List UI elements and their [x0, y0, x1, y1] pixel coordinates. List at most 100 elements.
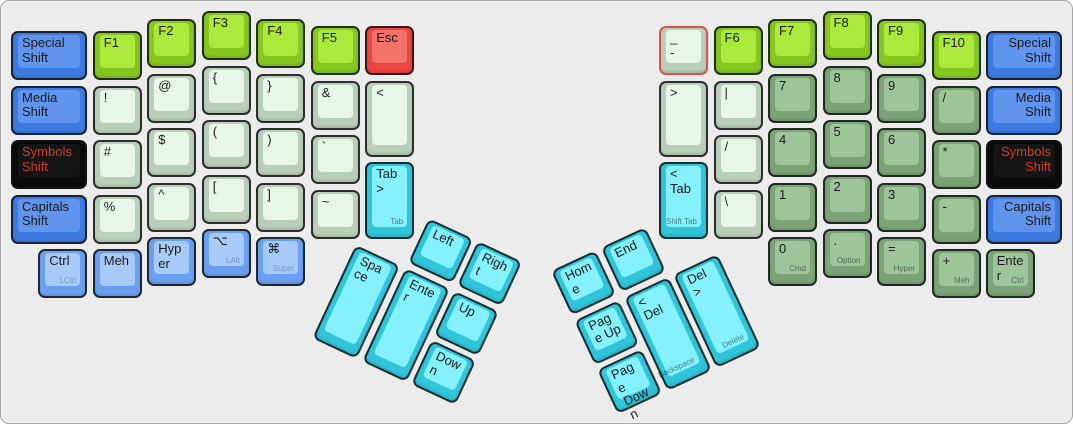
key-symbols-shift-left[interactable]: Symbols Shift: [11, 140, 87, 189]
keycap-top: ^: [154, 186, 190, 220]
key-close-bracket[interactable]: ]: [256, 182, 306, 232]
key-ampersand[interactable]: &: [310, 80, 360, 130]
key-f4[interactable]: F4: [256, 19, 306, 68]
key-label: Del >: [684, 265, 709, 301]
key-label: Page Down: [608, 358, 651, 422]
key-super[interactable]: ⌘ Super: [256, 237, 306, 286]
key-close-brace[interactable]: }: [256, 73, 306, 123]
key-ctrl-left[interactable]: Ctrl LCtrl: [38, 249, 88, 298]
key-slash[interactable]: /: [713, 135, 763, 184]
key-label: ~: [321, 193, 330, 209]
key-close-paren[interactable]: ): [256, 128, 306, 177]
key-lalt[interactable]: ⌥ LAlt: [201, 229, 251, 278]
key-special-shift-right[interactable]: Special Shift: [986, 31, 1062, 80]
keycap-top: Special Shift: [18, 35, 80, 68]
key-media-shift-left[interactable]: Media Shift: [11, 85, 87, 135]
key-sublabel: Super: [272, 264, 295, 273]
key-media-shift-right[interactable]: Media Shift: [986, 85, 1062, 135]
key-num-8[interactable]: 8: [822, 65, 872, 115]
key-numpad-slash[interactable]: /: [931, 85, 981, 135]
key-label: Enter: [996, 253, 1024, 283]
key-label: [: [212, 178, 217, 194]
key-symbols-shift-right[interactable]: Symbols Shift: [986, 140, 1062, 189]
keycap-top: F1: [99, 35, 135, 68]
keycap-top: -: [938, 198, 974, 232]
key-caret[interactable]: ^: [147, 182, 197, 232]
key-greater-than[interactable]: >: [659, 80, 708, 157]
key-esc[interactable]: Esc: [365, 26, 415, 75]
key-backtick[interactable]: `: [310, 135, 360, 184]
key-pipe[interactable]: |: [713, 80, 763, 130]
key-capitals-shift-left[interactable]: Capitals Shift: [11, 194, 87, 244]
keycap-top: Right: [468, 247, 515, 293]
key-label: F3: [212, 15, 228, 30]
key-hyper-left[interactable]: Hyper: [147, 237, 197, 286]
key-num-1[interactable]: 1: [768, 182, 817, 232]
keycap-top: . Option: [829, 233, 865, 266]
key-meh-left[interactable]: Meh: [92, 249, 142, 298]
key-f1[interactable]: F1: [92, 31, 142, 80]
key-label: 5: [833, 124, 841, 139]
keycap-top: \: [720, 193, 756, 227]
key-capitals-shift-right[interactable]: Capitals Shift: [986, 194, 1062, 244]
key-hash[interactable]: #: [92, 140, 142, 189]
keycap-top: #: [99, 144, 135, 177]
key-sublabel: Option: [836, 256, 861, 265]
key-tilde[interactable]: ~: [310, 189, 360, 239]
key-label: Esc: [376, 30, 398, 45]
key-open-brace[interactable]: {: [201, 65, 251, 115]
key-at[interactable]: @: [147, 73, 197, 123]
key-num-6[interactable]: 6: [877, 128, 926, 177]
key-asterisk[interactable]: *: [931, 140, 981, 189]
key-f10[interactable]: F10: [931, 31, 981, 80]
keycap-top: ⌥ LAlt: [208, 233, 244, 266]
key-label: Space: [351, 252, 386, 286]
key-plus[interactable]: + Meh: [931, 249, 981, 298]
keycap-top: Media Shift: [18, 89, 80, 123]
key-f3[interactable]: F3: [201, 11, 251, 60]
key-label: Symbols Shift: [22, 144, 72, 174]
keycap-top: F10: [938, 35, 974, 68]
key-f5[interactable]: F5: [310, 26, 360, 75]
key-exclamation[interactable]: !: [92, 85, 142, 135]
key-label: Down: [427, 348, 464, 378]
key-num-2[interactable]: 2: [822, 174, 872, 224]
key-label: Symbols Shift: [1001, 144, 1051, 174]
key-percent[interactable]: %: [92, 194, 142, 244]
key-num-7[interactable]: 7: [768, 73, 817, 123]
key-f7[interactable]: F7: [768, 19, 817, 68]
key-open-bracket[interactable]: [: [201, 174, 251, 224]
key-tab-right[interactable]: Tab > Tab: [365, 162, 415, 239]
key-label: 4: [779, 132, 787, 147]
key-minus[interactable]: -: [931, 194, 981, 244]
key-label: Capitals Shift: [22, 198, 69, 229]
key-dollar[interactable]: $: [147, 128, 197, 177]
key-decimal-point[interactable]: . Option: [822, 229, 872, 278]
key-num-0[interactable]: 0 Cmd: [768, 237, 817, 286]
key-equals[interactable]: = Hyper: [877, 237, 926, 286]
key-f8[interactable]: F8: [822, 11, 872, 60]
key-tab-left[interactable]: < Tab Shift Tab: [659, 162, 708, 239]
key-label: F4: [267, 23, 283, 38]
keycap-top: ~: [317, 193, 353, 227]
key-backslash[interactable]: \: [713, 189, 763, 239]
key-num-5[interactable]: 5: [822, 120, 872, 169]
key-num-4[interactable]: 4: [768, 128, 817, 177]
key-f9[interactable]: F9: [877, 19, 926, 68]
key-special-shift-left[interactable]: Special Shift: [11, 31, 87, 80]
key-enter-right[interactable]: Enter Ctrl: [985, 249, 1035, 298]
key-f6[interactable]: F6: [713, 26, 763, 75]
key-label: &: [321, 84, 331, 100]
key-label: {: [212, 69, 218, 85]
key-sublabel: Ctrl: [1011, 276, 1024, 285]
key-less-than[interactable]: <: [365, 80, 415, 157]
key-f2[interactable]: F2: [147, 19, 197, 68]
key-num-9[interactable]: 9: [877, 73, 926, 123]
key-underscore-dash[interactable]: _ -: [659, 26, 708, 75]
key-open-paren[interactable]: (: [201, 120, 251, 169]
keycap-top: 9: [884, 77, 919, 111]
keycap-top: Left: [419, 224, 465, 270]
key-label: Left: [430, 226, 457, 250]
key-num-3[interactable]: 3: [877, 182, 926, 232]
key-label: Special Shift: [1008, 35, 1051, 65]
